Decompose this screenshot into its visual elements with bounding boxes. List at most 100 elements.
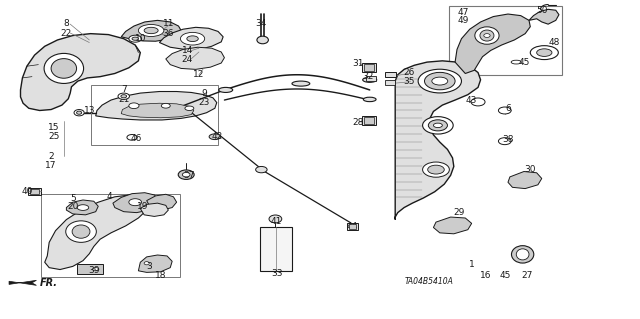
Ellipse shape	[66, 221, 97, 242]
Text: 24: 24	[182, 56, 193, 64]
Text: 25: 25	[48, 132, 60, 141]
Bar	[385, 71, 396, 77]
Ellipse shape	[433, 123, 442, 128]
Text: 39: 39	[88, 266, 100, 275]
Ellipse shape	[182, 173, 190, 177]
Ellipse shape	[118, 93, 129, 100]
Bar	[362, 63, 376, 71]
Text: 17: 17	[45, 161, 57, 170]
Ellipse shape	[132, 37, 138, 40]
Polygon shape	[113, 193, 159, 213]
Bar	[449, 6, 562, 75]
Bar	[347, 223, 358, 230]
Ellipse shape	[428, 165, 444, 174]
Ellipse shape	[511, 246, 534, 263]
Ellipse shape	[51, 59, 77, 78]
Ellipse shape	[121, 95, 127, 98]
Text: 38: 38	[502, 135, 514, 145]
Text: 42: 42	[211, 132, 222, 141]
Ellipse shape	[255, 167, 267, 173]
Ellipse shape	[516, 249, 529, 260]
Ellipse shape	[127, 135, 137, 140]
Text: 14: 14	[182, 46, 193, 55]
Text: 26: 26	[404, 68, 415, 77]
Ellipse shape	[144, 27, 158, 33]
Polygon shape	[121, 20, 181, 41]
Ellipse shape	[209, 134, 221, 140]
Polygon shape	[147, 194, 177, 210]
Polygon shape	[433, 217, 472, 234]
Text: TA04B5410A: TA04B5410A	[404, 277, 454, 286]
Polygon shape	[20, 33, 140, 110]
Text: 22: 22	[61, 28, 72, 38]
Text: 49: 49	[458, 17, 469, 26]
Polygon shape	[455, 14, 531, 73]
Circle shape	[531, 46, 558, 60]
Bar	[28, 188, 41, 195]
Text: FR.: FR.	[40, 278, 58, 288]
Ellipse shape	[74, 109, 84, 116]
Text: 19: 19	[137, 202, 148, 211]
Polygon shape	[140, 203, 168, 216]
Polygon shape	[9, 280, 36, 286]
Text: 16: 16	[480, 271, 492, 280]
Text: 28: 28	[353, 118, 364, 127]
Ellipse shape	[428, 120, 447, 131]
Text: 36: 36	[163, 28, 174, 38]
Polygon shape	[166, 47, 225, 69]
Text: 45: 45	[499, 271, 511, 280]
Bar	[77, 264, 103, 274]
Text: 20: 20	[67, 203, 79, 211]
Ellipse shape	[364, 97, 376, 102]
Ellipse shape	[178, 170, 194, 179]
Bar	[364, 64, 374, 70]
Bar	[41, 194, 180, 277]
Text: 23: 23	[198, 98, 210, 107]
Text: 10: 10	[134, 34, 146, 43]
Ellipse shape	[185, 106, 194, 110]
Text: 27: 27	[522, 271, 532, 280]
Text: 35: 35	[403, 77, 415, 85]
Text: 44: 44	[346, 222, 358, 231]
Ellipse shape	[432, 77, 448, 85]
Bar	[364, 117, 374, 124]
Text: 2: 2	[48, 152, 54, 161]
Ellipse shape	[72, 225, 90, 238]
Text: 9: 9	[201, 89, 207, 98]
Text: 41: 41	[271, 217, 282, 226]
Ellipse shape	[77, 205, 89, 211]
Text: 8: 8	[63, 19, 69, 28]
Bar	[30, 189, 39, 194]
Text: 7: 7	[121, 85, 127, 94]
Ellipse shape	[44, 53, 84, 84]
Bar	[349, 224, 356, 229]
Text: 18: 18	[155, 271, 166, 280]
Polygon shape	[395, 61, 481, 219]
Polygon shape	[45, 195, 149, 270]
Ellipse shape	[292, 81, 310, 86]
Ellipse shape	[480, 30, 494, 41]
Polygon shape	[67, 200, 99, 215]
Circle shape	[537, 49, 552, 56]
Polygon shape	[529, 9, 559, 24]
Ellipse shape	[129, 103, 139, 108]
Bar	[91, 85, 218, 145]
Ellipse shape	[418, 69, 461, 93]
Ellipse shape	[269, 215, 282, 223]
Bar	[362, 116, 376, 125]
Text: 31: 31	[353, 59, 364, 68]
Ellipse shape	[422, 117, 453, 134]
Text: 33: 33	[271, 269, 282, 278]
Text: 5: 5	[70, 194, 76, 203]
Text: 34: 34	[256, 19, 267, 28]
Text: 48: 48	[549, 38, 560, 47]
Text: 29: 29	[453, 208, 465, 217]
Polygon shape	[138, 255, 172, 272]
Polygon shape	[121, 103, 194, 118]
Ellipse shape	[144, 262, 149, 265]
Text: 15: 15	[48, 123, 60, 132]
Text: 32: 32	[362, 72, 374, 81]
Polygon shape	[159, 27, 223, 49]
Polygon shape	[96, 92, 217, 120]
Text: 12: 12	[193, 70, 205, 79]
